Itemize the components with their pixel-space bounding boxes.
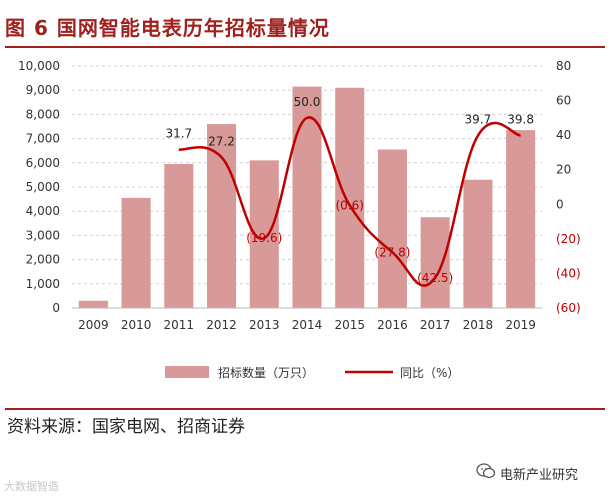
bar bbox=[335, 87, 365, 308]
yoy-line bbox=[178, 116, 521, 287]
x-tick-label: 2017 bbox=[420, 318, 451, 332]
x-tick-label: 2009 bbox=[78, 318, 109, 332]
y-left-tick-label: 3,000 bbox=[26, 228, 60, 242]
y-left-tick-label: 0 bbox=[52, 301, 60, 315]
bar bbox=[164, 164, 194, 308]
bar bbox=[207, 124, 237, 308]
x-tick-label: 2019 bbox=[505, 318, 536, 332]
watermark-right: 电新产业研究 bbox=[500, 468, 579, 483]
y-right-tick-label: 20 bbox=[556, 163, 571, 177]
y-right-tick-label: (20) bbox=[556, 232, 581, 246]
bar bbox=[420, 217, 450, 308]
bar bbox=[463, 179, 493, 308]
yoy-data-label: (27.8) bbox=[374, 245, 410, 259]
y-right-tick-label: (40) bbox=[556, 266, 581, 280]
x-tick-label: 2013 bbox=[249, 318, 280, 332]
x-tick-label: 2010 bbox=[121, 318, 152, 332]
y-right-tick-label: (60) bbox=[556, 301, 581, 315]
y-left-tick-label: 5,000 bbox=[26, 180, 60, 194]
watermark-left: 大数据智造 bbox=[4, 480, 59, 493]
y-right-tick-label: 80 bbox=[556, 59, 571, 73]
yoy-data-label: 39.8 bbox=[507, 112, 534, 126]
x-tick-label: 2011 bbox=[164, 318, 195, 332]
bar-line-chart: 0 1,000 2,000 3,000 4,000 5,000 6,000 7,000 8,00… bbox=[18, 59, 581, 380]
wechat-icon bbox=[476, 463, 496, 479]
source-rule bbox=[5, 408, 605, 410]
y-left-tick-label: 1,000 bbox=[26, 277, 60, 291]
y-left-tick-label: 6,000 bbox=[26, 156, 60, 170]
bar bbox=[506, 130, 536, 308]
yoy-data-label: 39.7 bbox=[465, 113, 492, 127]
legend-bar-swatch bbox=[165, 366, 209, 378]
x-tick-label: 2014 bbox=[292, 318, 323, 332]
source-note: 资料来源：国家电网、招商证券 bbox=[7, 417, 245, 437]
y-right-tick-label: 0 bbox=[556, 197, 564, 211]
y-left-tick-label: 4,000 bbox=[26, 204, 60, 218]
yoy-data-label: 50.0 bbox=[294, 95, 321, 109]
yoy-data-label: 31.7 bbox=[165, 126, 192, 140]
legend-bar-label: 招标数量（万只） bbox=[218, 365, 314, 380]
y-left-tick-label: 9,000 bbox=[26, 83, 60, 97]
y-left-tick-label: 2,000 bbox=[26, 253, 60, 267]
bar bbox=[377, 149, 407, 308]
bar bbox=[292, 86, 322, 308]
x-tick-label: 2015 bbox=[334, 318, 365, 332]
y-right-tick-label: 40 bbox=[556, 128, 571, 142]
y-right-tick-label: 60 bbox=[556, 94, 571, 108]
yoy-data-label: (42.5) bbox=[417, 271, 453, 285]
y-left-tick-label: 10,000 bbox=[18, 59, 60, 73]
figure-title: 图 6 国网智能电表历年招标量情况 bbox=[5, 16, 330, 40]
x-tick-label: 2012 bbox=[206, 318, 237, 332]
title-rule bbox=[5, 46, 605, 48]
y-left-tick-label: 8,000 bbox=[26, 107, 60, 121]
yoy-data-label: (0.6) bbox=[336, 198, 364, 212]
x-tick-label: 2016 bbox=[377, 318, 408, 332]
y-left-tick-label: 7,000 bbox=[26, 132, 60, 146]
figure-header: 图 6 国网智能电表历年招标量情况 bbox=[5, 6, 605, 48]
x-tick-label: 2018 bbox=[463, 318, 494, 332]
yoy-data-label: (19.6) bbox=[246, 231, 282, 245]
yoy-data-label: 27.2 bbox=[208, 134, 235, 148]
bar bbox=[78, 300, 108, 308]
legend-line-label: 同比（%） bbox=[400, 366, 459, 380]
bar bbox=[121, 197, 151, 308]
